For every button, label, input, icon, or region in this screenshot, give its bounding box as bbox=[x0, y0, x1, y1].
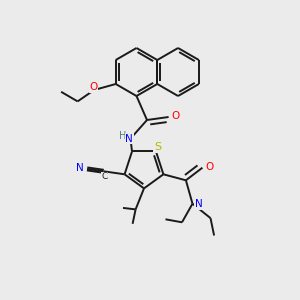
Text: H: H bbox=[119, 131, 126, 141]
Text: O: O bbox=[205, 161, 213, 172]
Text: O: O bbox=[171, 111, 179, 121]
Text: N: N bbox=[76, 163, 83, 173]
Text: S: S bbox=[154, 142, 161, 152]
Text: N: N bbox=[195, 199, 203, 209]
Text: O: O bbox=[89, 82, 98, 92]
Text: C: C bbox=[102, 172, 108, 181]
Text: N: N bbox=[125, 134, 133, 144]
